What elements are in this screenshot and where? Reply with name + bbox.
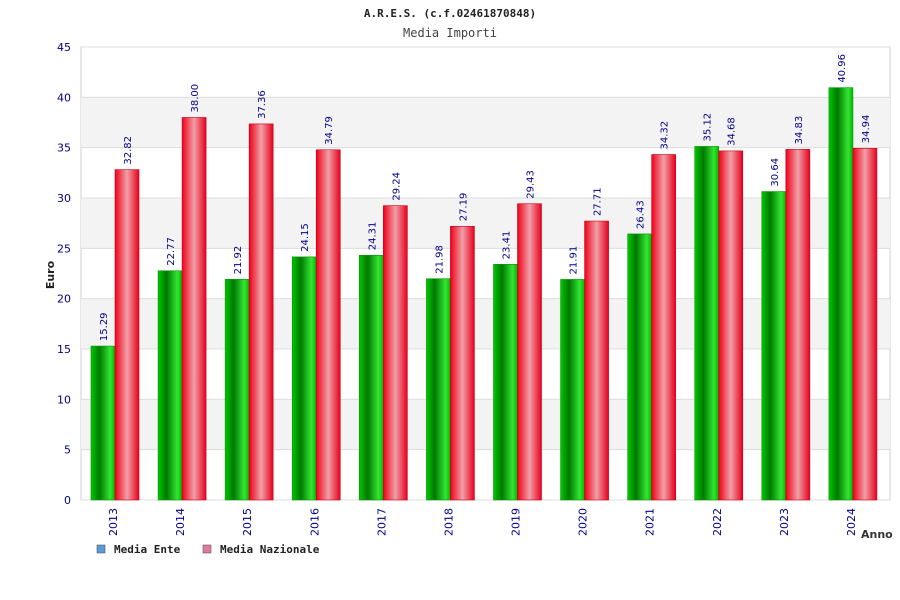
bar-value-label: 34.79 (324, 116, 335, 145)
bar-media-nazionale-2018 (450, 225, 475, 501)
y-tick-label: 5 (64, 444, 71, 457)
bar-media-ente-2015 (224, 279, 250, 501)
chart-title: A.R.E.S. (c.f.02461870848) (364, 7, 536, 20)
legend-swatch-media-ente (96, 544, 106, 554)
x-tick-label: 2016 (308, 508, 321, 536)
bar-media-ente-2023 (761, 191, 787, 501)
bar-media-ente-2017 (359, 254, 384, 501)
bar-media-nazionale-2022 (718, 150, 744, 501)
plot-band (81, 399, 890, 450)
bar-value-label: 34.68 (727, 117, 738, 146)
bar-media-nazionale-2024 (852, 147, 878, 501)
y-tick-label: 15 (57, 343, 71, 356)
legend: Media Ente Media Nazionale (96, 543, 320, 556)
x-tick-label: 2023 (778, 508, 791, 536)
bar-value-label: 34.83 (794, 116, 805, 145)
x-tick-label: 2022 (711, 508, 724, 536)
y-tick-label: 30 (57, 192, 71, 205)
y-tick-label: 10 (57, 393, 71, 406)
bar-value-label: 21.92 (233, 246, 244, 275)
bar-value-label: 24.31 (367, 222, 378, 251)
x-tick-label: 2015 (241, 508, 254, 536)
plot-band (81, 198, 890, 249)
bar-media-nazionale-2014 (181, 117, 207, 501)
y-tick-label: 20 (57, 293, 71, 306)
bar-media-ente-2024 (828, 87, 854, 501)
x-tick-label: 2021 (644, 508, 657, 536)
x-axis-label: Anno (861, 528, 893, 541)
bar-value-label: 27.71 (593, 187, 604, 216)
plot-background (80, 46, 891, 501)
bar-media-ente-2021 (627, 233, 652, 501)
bar-media-nazionale-2020 (584, 220, 609, 501)
bar-media-nazionale-2015 (248, 123, 274, 501)
bar-value-label: 34.32 (660, 121, 671, 150)
bar-media-nazionale-2016 (315, 149, 341, 501)
gridlines (81, 46, 890, 501)
bar-value-label: 15.29 (99, 312, 110, 341)
bar-media-ente-2020 (560, 279, 585, 501)
plot-band (81, 298, 890, 349)
bar-media-ente-2016 (291, 256, 317, 501)
x-tick-label: 2018 (442, 508, 455, 536)
bar-value-label: 38.00 (190, 84, 201, 113)
bar-value-label: 32.82 (123, 136, 134, 165)
bar-value-label: 26.43 (636, 200, 647, 229)
bar-value-label: 30.64 (770, 158, 781, 187)
bar-media-nazionale-2023 (785, 149, 811, 501)
bar-value-label: 40.96 (837, 54, 848, 83)
bar-value-label: 35.12 (703, 113, 714, 142)
legend-label-media-ente: Media Ente (114, 543, 181, 556)
y-tick-label: 0 (64, 494, 71, 507)
bar-media-ente-2014 (157, 270, 183, 501)
bar-value-label: 22.77 (166, 237, 177, 266)
bar-value-label: 21.98 (434, 245, 445, 274)
x-tick-label: 2017 (375, 508, 388, 536)
bars (90, 87, 878, 501)
legend-swatch-media-nazionale (202, 544, 212, 554)
bar-media-ente-2013 (90, 345, 116, 501)
bar-value-label: 29.24 (391, 172, 402, 201)
legend-label-media-nazionale: Media Nazionale (220, 543, 320, 556)
x-axis-ticks: 2013 2014 2015 2016 2017 2018 2019 2020 2021 2022… (107, 508, 858, 536)
y-tick-label: 35 (57, 142, 71, 155)
bar-media-nazionale-2019 (517, 203, 542, 501)
y-axis-label: Euro (44, 260, 57, 289)
x-tick-label: 2024 (845, 508, 858, 536)
bar-media-ente-2018 (426, 278, 451, 501)
bar-media-ente-2022 (694, 146, 720, 501)
bar-value-label: 24.15 (300, 223, 311, 252)
bar-value-label: 21.91 (569, 246, 580, 275)
x-tick-label: 2014 (174, 508, 187, 536)
bar-value-label: 23.41 (502, 231, 513, 260)
x-tick-label: 2013 (107, 508, 120, 536)
y-axis-ticks: 0 5 10 15 20 25 30 35 40 45 (57, 41, 71, 507)
bar-value-label: 29.43 (526, 170, 537, 199)
x-tick-label: 2019 (510, 508, 523, 536)
x-tick-label: 2020 (577, 508, 590, 536)
bar-media-ente-2019 (493, 264, 518, 501)
y-tick-label: 40 (57, 91, 71, 104)
plot-band (81, 97, 890, 148)
bar-media-nazionale-2013 (114, 169, 140, 501)
bar-media-nazionale-2017 (383, 205, 408, 501)
bar-value-label: 27.19 (458, 193, 469, 222)
bar-media-nazionale-2021 (651, 154, 676, 501)
y-tick-label: 45 (57, 41, 71, 54)
y-tick-label: 25 (57, 242, 71, 255)
bar-value-label: 37.36 (257, 90, 268, 119)
chart-subtitle: Media Importi (403, 26, 497, 40)
bar-value-labels: 15.29 32.82 22.77 38.00 21.92 37.36 24.15 34.79… (99, 54, 872, 341)
bar-value-label: 34.94 (861, 115, 872, 144)
